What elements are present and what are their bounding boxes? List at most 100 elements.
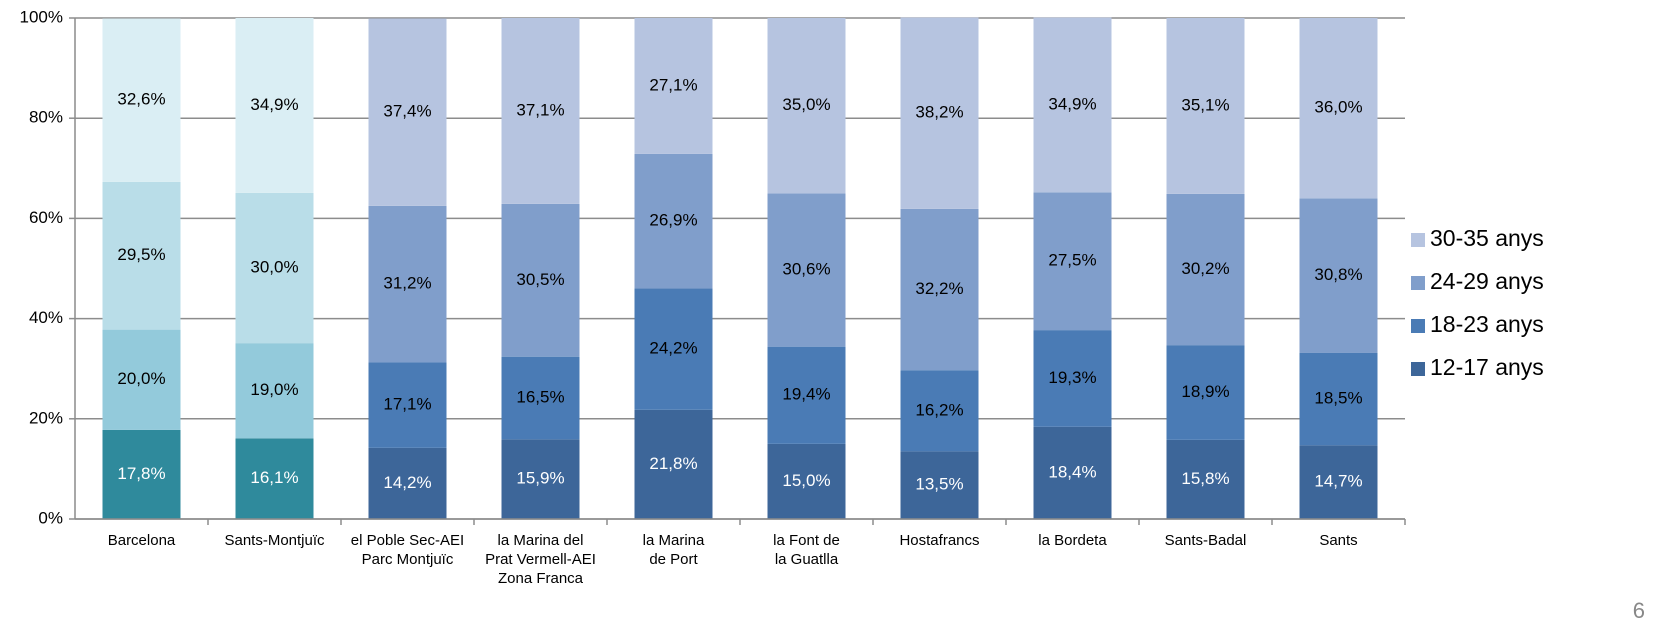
data-label: 35,1%	[1181, 95, 1229, 114]
data-label: 19,4%	[782, 385, 830, 404]
data-label: 37,1%	[516, 100, 564, 119]
bar-segment	[634, 18, 713, 154]
data-label: 30,6%	[782, 259, 830, 278]
data-label: 13,5%	[915, 475, 963, 494]
x-tick-label: la Marina de Port	[643, 532, 705, 568]
data-label: 34,9%	[250, 95, 298, 114]
data-label: 31,2%	[383, 274, 431, 293]
bar-segment	[634, 153, 713, 289]
x-tick-label: la Marina del Prat Vermell-AEI Zona Franca	[485, 532, 596, 587]
bar-segment	[900, 17, 979, 209]
y-tick-label: 20%	[29, 408, 63, 427]
x-tick-label: Sants-Badal	[1165, 532, 1247, 549]
bar-segment	[1033, 192, 1112, 331]
bar-segment	[102, 181, 181, 330]
data-label: 38,2%	[915, 103, 963, 122]
data-label: 30,8%	[1314, 265, 1362, 284]
y-tick-label: 40%	[29, 308, 63, 327]
bar-segment	[368, 18, 447, 206]
data-label: 30,0%	[250, 257, 298, 276]
bar-segment	[1166, 439, 1245, 519]
data-label: 30,5%	[516, 270, 564, 289]
page-number: 6	[1633, 598, 1645, 623]
data-label: 29,5%	[117, 245, 165, 264]
y-tick-label: 80%	[29, 108, 63, 127]
bar-segment	[1299, 198, 1378, 353]
data-label: 30,2%	[1181, 259, 1229, 278]
data-label: 17,8%	[117, 464, 165, 483]
bar-segment	[501, 439, 580, 519]
bar-segment	[235, 18, 314, 193]
legend-swatch	[1411, 362, 1425, 376]
data-label: 18,9%	[1181, 382, 1229, 401]
x-tick-label-line: Parc Montjuïc	[362, 551, 454, 568]
bar-segment	[767, 193, 846, 347]
data-label: 21,8%	[649, 454, 697, 473]
bar-segment	[235, 192, 314, 344]
bar-segment	[1033, 426, 1112, 519]
bar-segment	[767, 18, 846, 194]
bar-segment	[368, 447, 447, 519]
x-tick-label-line: Hostafrancs	[899, 532, 979, 549]
bar-segment	[1299, 18, 1378, 199]
data-label: 15,8%	[1181, 469, 1229, 488]
data-label: 15,9%	[516, 469, 564, 488]
x-tick-label-line: Sants	[1319, 532, 1357, 549]
bar-segment	[501, 18, 580, 204]
bar-segment	[235, 438, 314, 519]
x-tick-label: Hostafrancs	[899, 532, 979, 549]
legend-label: 24-29 anys	[1430, 268, 1544, 294]
data-label: 20,0%	[117, 369, 165, 388]
bar-segment	[900, 208, 979, 371]
bar-segment	[368, 205, 447, 363]
data-label: 32,2%	[915, 279, 963, 298]
data-label: 37,4%	[383, 102, 431, 121]
data-label: 27,1%	[649, 75, 697, 94]
x-tick-label-line: Prat Vermell-AEI	[485, 551, 596, 568]
data-label: 24,2%	[649, 339, 697, 358]
bar-segment	[102, 329, 181, 430]
bar-segment	[1033, 17, 1112, 193]
bar-segment	[767, 346, 846, 444]
legend-label: 18-23 anys	[1430, 311, 1544, 337]
bar-segment	[1166, 193, 1245, 346]
x-tick-label-line: Sants-Badal	[1165, 532, 1247, 549]
y-tick-label: 60%	[29, 208, 63, 227]
bar-segment	[1299, 352, 1378, 446]
bar-segment	[235, 343, 314, 439]
x-tick-label: Sants	[1319, 532, 1357, 549]
legend-swatch	[1411, 319, 1425, 333]
x-tick-label-line: la Guatlla	[775, 551, 839, 568]
data-label: 18,5%	[1314, 388, 1362, 407]
data-label: 14,2%	[383, 473, 431, 492]
bar-segment	[900, 451, 979, 519]
x-tick-label-line: la Marina del	[498, 532, 584, 549]
bar-segment	[501, 356, 580, 440]
x-tick-label-line: el Poble Sec-AEI	[351, 532, 464, 549]
data-label: 16,2%	[915, 400, 963, 419]
bar-segment	[1299, 445, 1378, 519]
x-tick-label: Barcelona	[108, 532, 176, 549]
x-tick-label: el Poble Sec-AEI Parc Montjuïc	[351, 532, 464, 568]
x-tick-label: Sants-Montjuïc	[224, 532, 325, 549]
data-label: 15,0%	[782, 471, 830, 490]
data-label: 14,7%	[1314, 472, 1362, 491]
data-label: 36,0%	[1314, 98, 1362, 117]
data-label: 18,4%	[1048, 462, 1096, 481]
data-label: 34,9%	[1048, 94, 1096, 113]
bar-segment	[102, 18, 181, 182]
data-label: 35,0%	[782, 95, 830, 114]
data-label: 19,3%	[1048, 368, 1096, 387]
bar-segment	[1166, 18, 1245, 194]
bar-segment	[368, 362, 447, 448]
x-tick-label-line: Barcelona	[108, 532, 176, 549]
x-tick-label: la Bordeta	[1038, 532, 1107, 549]
x-tick-label-line: la Marina	[643, 532, 705, 549]
bar-segment	[900, 370, 979, 452]
bar-segment	[634, 288, 713, 410]
legend-swatch	[1411, 276, 1425, 290]
x-tick-label: la Font de la Guatlla	[773, 532, 840, 568]
x-tick-label-line: Sants-Montjuïc	[224, 532, 325, 549]
legend-label: 12-17 anys	[1430, 354, 1544, 380]
